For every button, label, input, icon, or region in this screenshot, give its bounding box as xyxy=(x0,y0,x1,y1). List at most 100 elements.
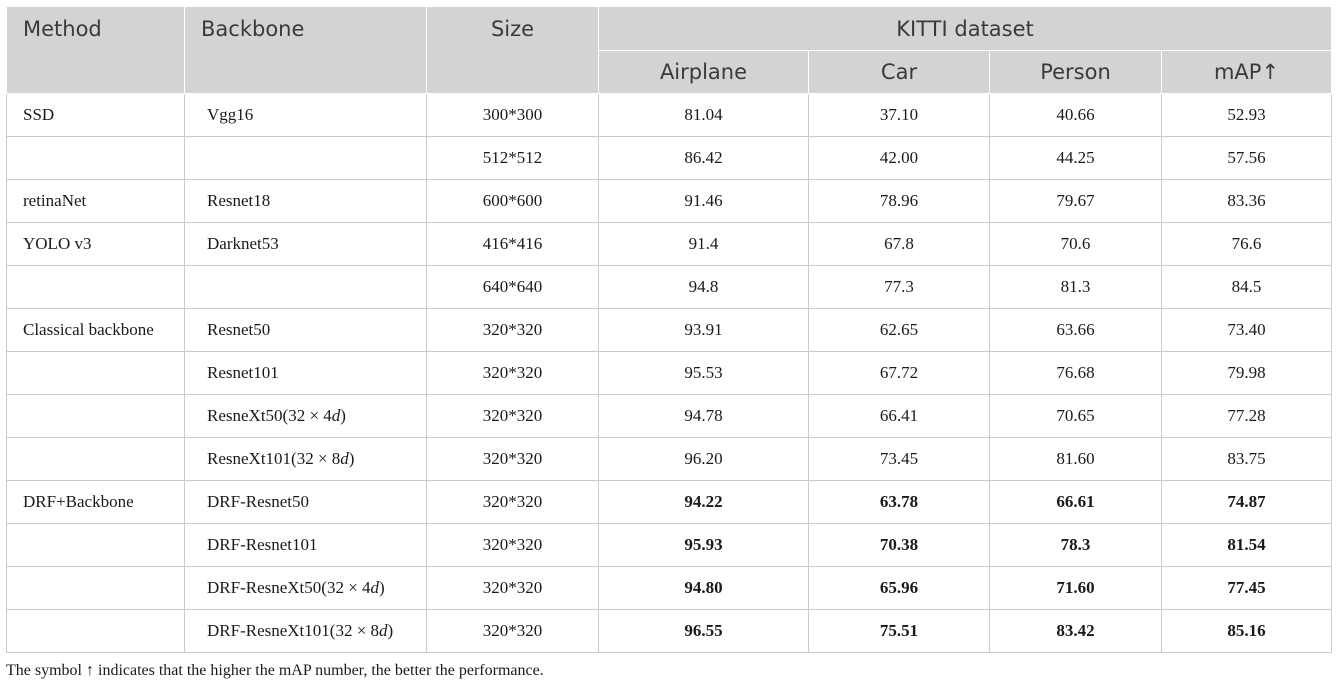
cell-size: 300*300 xyxy=(426,93,599,137)
cell-map: 52.93 xyxy=(1160,93,1333,137)
cell-map: 83.75 xyxy=(1160,437,1333,481)
cell-method xyxy=(6,523,185,567)
results-table: Method Backbone Size KITTI dataset Airpl… xyxy=(6,6,1333,653)
cell-method xyxy=(6,437,185,481)
cell-backbone: Resnet101 xyxy=(184,351,427,395)
cell-method xyxy=(6,566,185,610)
cell-airplane: 91.4 xyxy=(598,222,809,266)
cell-method xyxy=(6,351,185,395)
cell-map: 79.98 xyxy=(1160,351,1333,395)
cell-size: 320*320 xyxy=(426,480,599,524)
cell-backbone: Resnet18 xyxy=(184,179,427,223)
table-row: Resnet101 320*320 95.53 67.72 76.68 79.98 xyxy=(6,351,1333,395)
cell-method: retinaNet xyxy=(6,179,185,223)
cell-map: 77.28 xyxy=(1160,394,1333,438)
table-row: 512*512 86.42 42.00 44.25 57.56 xyxy=(6,136,1333,180)
cell-map: 73.40 xyxy=(1160,308,1333,352)
cell-size: 320*320 xyxy=(426,609,599,653)
header-dataset: KITTI dataset xyxy=(597,6,1333,51)
cell-size: 320*320 xyxy=(426,437,599,481)
cell-person: 63.66 xyxy=(989,308,1162,352)
cell-car: 65.96 xyxy=(808,566,990,610)
results-table-container: Method Backbone Size KITTI dataset Airpl… xyxy=(6,6,1333,653)
cell-backbone: Vgg16 xyxy=(184,93,427,137)
table-row: ResneXt101(32 × 8d) 320*320 96.20 73.45 81.6… xyxy=(6,437,1333,481)
table-row: 640*640 94.8 77.3 81.3 84.5 xyxy=(6,265,1333,309)
cell-airplane: 94.8 xyxy=(598,265,809,309)
header-map: mAP↑ xyxy=(1160,50,1333,94)
cell-car: 63.78 xyxy=(808,480,990,524)
cell-map: 57.56 xyxy=(1160,136,1333,180)
cardinality-symbol: d xyxy=(370,578,380,597)
cell-backbone: DRF-Resnet50 xyxy=(184,480,427,524)
cell-airplane: 95.93 xyxy=(598,523,809,567)
cell-car: 67.72 xyxy=(808,351,990,395)
cell-size: 320*320 xyxy=(426,523,599,567)
cell-size: 320*320 xyxy=(426,351,599,395)
header-method: Method xyxy=(6,6,185,94)
cell-airplane: 93.91 xyxy=(598,308,809,352)
table-row: DRF-Resnet101 320*320 95.93 70.38 78.3 81.54 xyxy=(6,523,1333,567)
header-backbone: Backbone xyxy=(184,6,427,94)
cell-map: 76.6 xyxy=(1160,222,1333,266)
cell-car: 42.00 xyxy=(808,136,990,180)
cardinality-symbol: d xyxy=(379,621,388,640)
header-car: Car xyxy=(808,50,990,94)
cell-map: 81.54 xyxy=(1160,523,1333,567)
cell-car: 78.96 xyxy=(808,179,990,223)
cell-airplane: 94.80 xyxy=(598,566,809,610)
cardinality-symbol: d xyxy=(331,406,341,425)
cell-backbone: DRF-ResneXt50(32 × 4d) xyxy=(184,566,427,610)
cell-airplane: 96.20 xyxy=(598,437,809,481)
cell-size: 640*640 xyxy=(426,265,599,309)
cell-method: YOLO v3 xyxy=(6,222,185,266)
cell-person: 71.60 xyxy=(989,566,1162,610)
header-airplane: Airplane xyxy=(598,50,809,94)
cell-person: 81.3 xyxy=(989,265,1162,309)
cell-person: 83.42 xyxy=(989,609,1162,653)
table-body: SSD Vgg16 300*300 81.04 37.10 40.66 52.93 512*5… xyxy=(6,93,1333,653)
cell-car: 77.3 xyxy=(808,265,990,309)
table-row: Classical backbone Resnet50 320*320 93.91 62… xyxy=(6,308,1333,352)
cell-airplane: 95.53 xyxy=(598,351,809,395)
cell-method xyxy=(6,609,185,653)
cell-backbone: Resnet50 xyxy=(184,308,427,352)
cell-method xyxy=(6,136,185,180)
cell-backbone: DRF-Resnet101 xyxy=(184,523,427,567)
cell-map: 77.45 xyxy=(1160,566,1333,610)
cell-airplane: 91.46 xyxy=(598,179,809,223)
table-row: DRF-ResneXt50(32 × 4d) 320*320 94.80 65.96 7… xyxy=(6,566,1333,610)
cell-car: 75.51 xyxy=(808,609,990,653)
cell-airplane: 96.55 xyxy=(598,609,809,653)
cell-car: 62.65 xyxy=(808,308,990,352)
cell-backbone: DRF-ResneXt101(32 × 8d) xyxy=(184,609,427,653)
cell-car: 37.10 xyxy=(808,93,990,137)
cell-airplane: 94.22 xyxy=(598,480,809,524)
cell-person: 70.65 xyxy=(989,394,1162,438)
cell-car: 70.38 xyxy=(808,523,990,567)
cell-person: 78.3 xyxy=(989,523,1162,567)
table-row: retinaNet Resnet18 600*600 91.46 78.96 79.67 8… xyxy=(6,179,1333,223)
cell-car: 67.8 xyxy=(808,222,990,266)
cell-map: 83.36 xyxy=(1160,179,1333,223)
table-row: DRF+Backbone DRF-Resnet50 320*320 94.22 63.7… xyxy=(6,480,1333,524)
cell-backbone: ResneXt101(32 × 8d) xyxy=(184,437,427,481)
cell-car: 66.41 xyxy=(808,394,990,438)
cardinality-symbol: d xyxy=(340,449,349,468)
table-row: SSD Vgg16 300*300 81.04 37.10 40.66 52.93 xyxy=(6,93,1333,137)
table-header: Method Backbone Size KITTI dataset Airpl… xyxy=(6,6,1333,94)
cell-person: 76.68 xyxy=(989,351,1162,395)
cell-method xyxy=(6,265,185,309)
cell-backbone: Darknet53 xyxy=(184,222,427,266)
cell-map: 84.5 xyxy=(1160,265,1333,309)
cell-car: 73.45 xyxy=(808,437,990,481)
cell-airplane: 94.78 xyxy=(598,394,809,438)
cell-method: Classical backbone xyxy=(6,308,185,352)
cell-airplane: 86.42 xyxy=(598,136,809,180)
table-row: ResneXt50(32 × 4d) 320*320 94.78 66.41 70.65… xyxy=(6,394,1333,438)
cell-backbone xyxy=(184,136,427,180)
cell-map: 85.16 xyxy=(1160,609,1333,653)
cell-backbone xyxy=(184,265,427,309)
cell-size: 320*320 xyxy=(426,394,599,438)
table-row: DRF-ResneXt101(32 × 8d) 320*320 96.55 75.51… xyxy=(6,609,1333,653)
